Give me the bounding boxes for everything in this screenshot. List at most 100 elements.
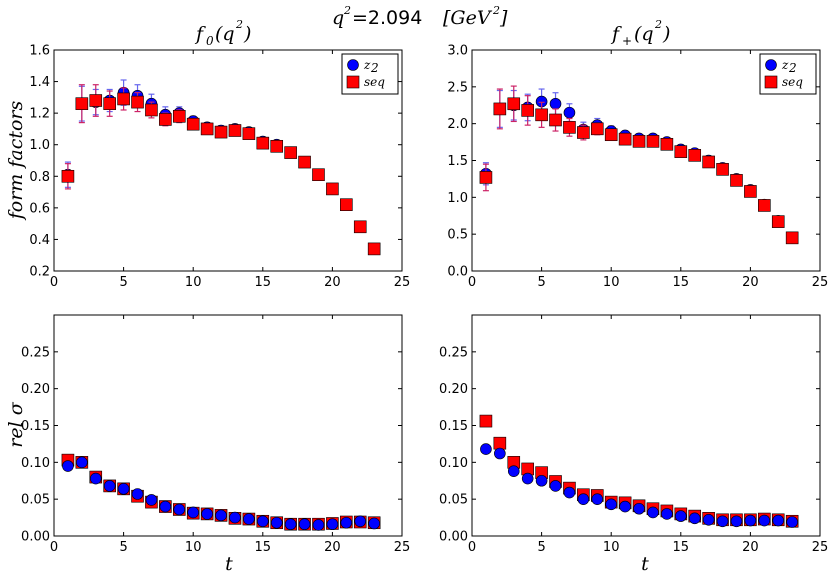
y-tick-label: 0.00 [21, 530, 50, 545]
data-point-seq [785, 231, 799, 245]
f0-title-exp: 2 [235, 18, 243, 31]
f0-title-main: f [194, 23, 206, 45]
panel-relsig-f0: 0 5 10 15 20 25 0.00 0.05 0.10 0.15 0.20 0.25 [21, 314, 410, 555]
data-point-z2 [549, 97, 562, 110]
y-tick-label: 3.0 [447, 44, 468, 59]
data-point-seq [214, 125, 228, 139]
data-point-z2 [312, 519, 325, 531]
data-point-z2 [480, 443, 492, 455]
y-tick-label: 0.6 [29, 201, 50, 216]
data-point-z2 [145, 494, 158, 506]
data-point-seq [716, 163, 729, 176]
data-point-z2 [674, 510, 687, 522]
legend-label: seq [782, 75, 803, 89]
y-tick-label: 2.0 [447, 117, 468, 132]
figure-title-unit-close: ] [499, 7, 508, 29]
legend-label-sub: 2 [788, 61, 797, 75]
figure-title-unit-exp: 2 [492, 4, 500, 17]
data-point-z2 [201, 508, 213, 520]
fplus-title-close: ) [662, 23, 670, 45]
data-point-z2 [298, 518, 311, 531]
series-seq [61, 84, 381, 256]
y-tick-label: 0.8 [29, 170, 50, 185]
y-tick-label: 0.25 [439, 345, 468, 360]
series-seq [479, 85, 799, 245]
y-tick-label: 0.2 [29, 265, 50, 280]
y-tick-label: 1.4 [29, 75, 50, 90]
data-point-seq [326, 182, 339, 196]
data-point-seq [312, 168, 325, 182]
data-point-z2 [549, 480, 562, 492]
x-tick-label: 25 [394, 275, 411, 290]
x-tick-label: 20 [324, 540, 341, 555]
x-tick-label: 0 [50, 540, 58, 555]
data-point-z2 [563, 486, 576, 499]
data-point-seq [590, 122, 604, 136]
data-point-z2 [591, 493, 604, 505]
y-tick-label: 0.20 [439, 382, 468, 397]
x-tick-label: 5 [119, 540, 127, 555]
figure-title-value: =2.094 [352, 7, 422, 29]
data-point-seq [646, 135, 660, 148]
f0-title-sub: 0 [206, 34, 214, 48]
plot-frame [53, 314, 403, 537]
data-point-z2 [284, 518, 297, 531]
fplus-title-arg: (q [634, 23, 654, 45]
data-point-seq [535, 108, 548, 122]
legend-label: z [363, 58, 371, 72]
data-point-seq [256, 136, 270, 150]
data-point-seq [688, 149, 702, 162]
panel-relsig-fplus: 0 5 10 15 20 25 0.00 0.05 0.10 0.15 0.20 0.25 [439, 314, 828, 555]
data-point-seq [771, 215, 785, 228]
data-point-seq [744, 185, 757, 198]
x-tick-label: 0 [468, 275, 476, 290]
data-point-seq [228, 124, 242, 137]
data-point-z2 [131, 488, 144, 500]
data-point-seq [479, 414, 493, 428]
xlabel-t-right: t [641, 553, 649, 573]
data-point-seq [618, 132, 632, 146]
data-point-z2 [633, 502, 645, 515]
data-point-seq [493, 436, 507, 450]
data-point-seq [549, 113, 562, 127]
data-point-seq [730, 174, 743, 187]
y-tick-label: 1.6 [29, 44, 50, 59]
data-point-z2 [117, 483, 130, 495]
data-point-seq [353, 220, 367, 234]
plot-frame [53, 49, 403, 272]
fplus-title-sub: + [622, 34, 632, 48]
data-point-seq [298, 155, 311, 169]
data-point-seq [702, 155, 715, 169]
data-point-z2 [368, 517, 380, 530]
data-point-z2 [354, 515, 367, 528]
y-tick-label: 0.15 [439, 419, 468, 434]
data-point-seq [507, 97, 521, 111]
figure-title-q: q [332, 7, 344, 29]
data-point-seq [284, 146, 297, 159]
data-point-seq [75, 97, 89, 110]
data-point-z2 [786, 516, 798, 528]
data-point-seq [479, 171, 493, 184]
y-tick-label: 2.5 [447, 80, 468, 95]
data-point-z2 [563, 106, 576, 119]
data-point-z2 [229, 511, 241, 524]
panel-fplus-title: f + (q 2 ) [610, 18, 670, 48]
data-point-seq [242, 127, 256, 140]
data-point-seq [604, 128, 618, 142]
figure-title-unit: [GeV [443, 7, 493, 29]
data-point-z2 [605, 498, 618, 511]
series-z2 [62, 456, 380, 531]
data-point-seq [159, 113, 172, 126]
x-tick-label: 20 [742, 275, 759, 290]
data-point-seq [117, 92, 130, 106]
f0-title-arg: (q [215, 23, 235, 45]
ylabel-form-factors: form factors [5, 100, 27, 221]
data-point-z2 [494, 447, 506, 460]
ylabel-rel-sigma: rel σ [5, 401, 27, 447]
data-point-z2 [730, 515, 743, 528]
xlabel-t-left: t [225, 553, 233, 573]
data-point-z2 [716, 515, 729, 528]
data-point-z2 [772, 514, 785, 527]
y-tick-label: 0.25 [21, 345, 50, 360]
y-tick-label: 1.0 [447, 191, 468, 206]
